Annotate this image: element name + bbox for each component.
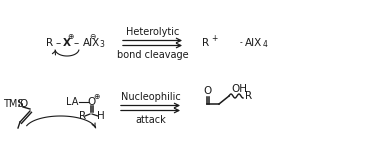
Text: O: O bbox=[19, 99, 27, 109]
Text: –: – bbox=[73, 38, 79, 48]
Text: 4: 4 bbox=[263, 39, 268, 48]
Text: ⊕: ⊕ bbox=[67, 32, 73, 41]
Text: O: O bbox=[203, 86, 211, 96]
Text: -: - bbox=[240, 38, 243, 47]
Text: +: + bbox=[211, 33, 218, 43]
Text: Heterolytic: Heterolytic bbox=[126, 27, 179, 37]
Text: O: O bbox=[87, 97, 95, 107]
Text: –: – bbox=[56, 38, 61, 48]
Text: H: H bbox=[97, 111, 105, 121]
Text: AlX: AlX bbox=[245, 38, 262, 48]
Text: LA: LA bbox=[65, 97, 78, 107]
Text: ·: · bbox=[17, 95, 21, 109]
Text: OH: OH bbox=[231, 84, 247, 94]
Text: ·: · bbox=[17, 99, 21, 113]
Text: ⊖: ⊖ bbox=[89, 32, 95, 41]
Text: Nucleophilic: Nucleophilic bbox=[121, 92, 181, 102]
Text: TMS: TMS bbox=[3, 99, 24, 109]
Text: bond cleavage: bond cleavage bbox=[117, 50, 188, 60]
Text: AlX: AlX bbox=[83, 38, 100, 48]
Text: ⊕: ⊕ bbox=[93, 91, 99, 100]
Text: R: R bbox=[202, 38, 209, 48]
Text: X: X bbox=[63, 38, 71, 48]
Text: attack: attack bbox=[135, 115, 166, 125]
Text: R: R bbox=[80, 111, 87, 121]
Text: 3: 3 bbox=[99, 39, 104, 48]
Text: R: R bbox=[245, 91, 252, 101]
Text: R: R bbox=[47, 38, 54, 48]
